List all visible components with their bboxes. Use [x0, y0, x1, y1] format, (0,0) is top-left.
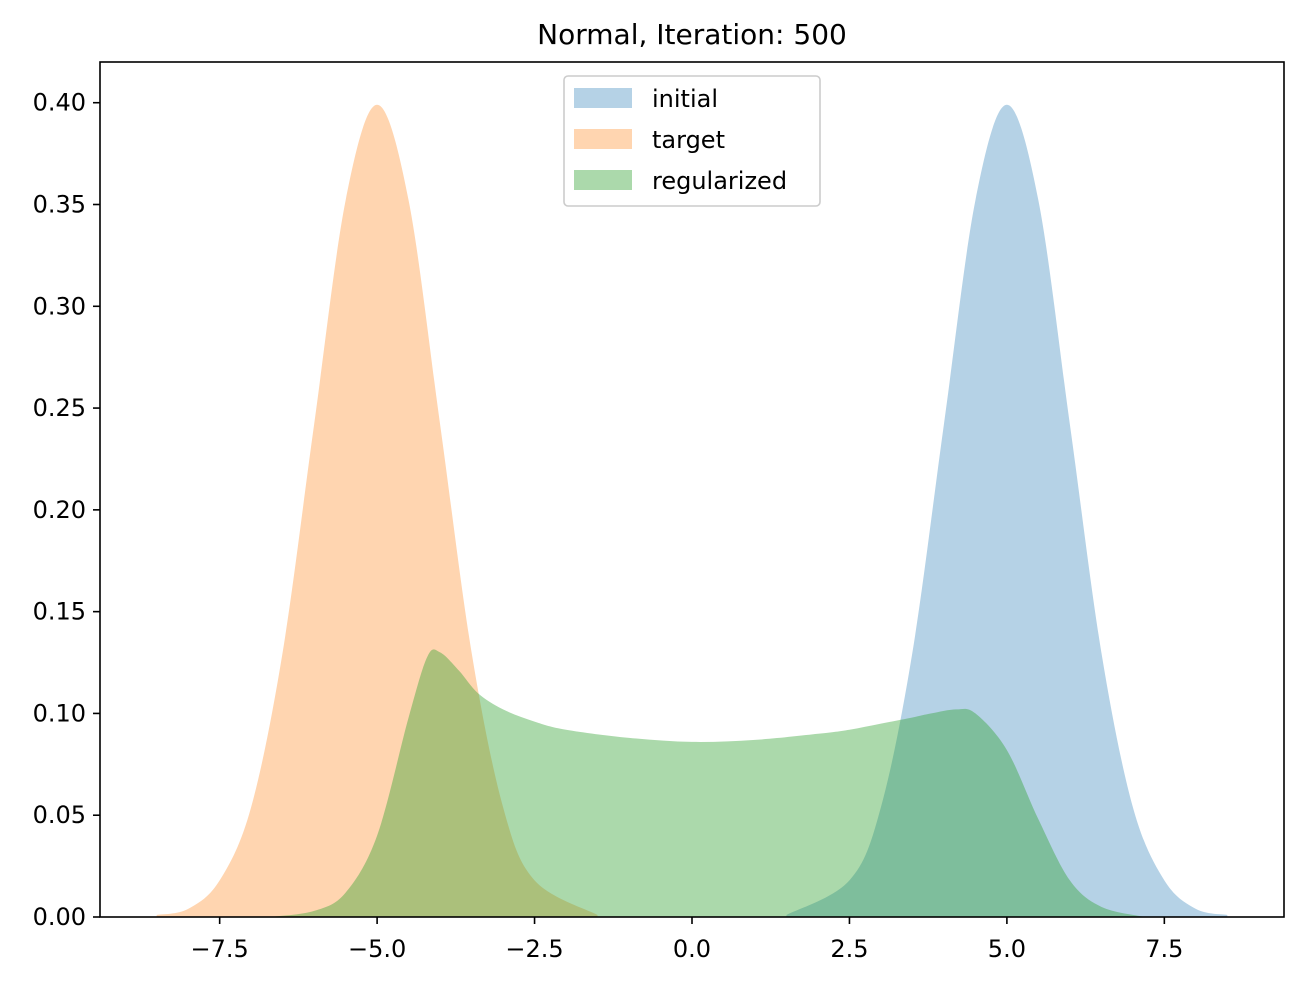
- x-tick-label: −7.5: [191, 935, 249, 963]
- legend: initial target regularized: [563, 75, 821, 207]
- legend-swatch-regularized: [574, 170, 632, 190]
- legend-swatch-target: [574, 129, 632, 149]
- x-axis-ticks: −7.5 −5.0 −2.5 0.0 2.5 5.0 7.5: [191, 917, 1183, 963]
- x-tick-label: −5.0: [348, 935, 406, 963]
- y-tick-label: 0.40: [33, 89, 86, 117]
- chart-title: Normal, Iteration: 500: [537, 18, 847, 51]
- series-areas: [156, 104, 1228, 917]
- y-tick-label: 0.35: [33, 191, 86, 219]
- legend-label-initial: initial: [652, 85, 718, 113]
- y-tick-label: 0.15: [33, 598, 86, 626]
- legend-label-target: target: [652, 126, 725, 154]
- area-target: [156, 104, 598, 917]
- area-regularized: [270, 649, 1146, 917]
- y-tick-label: 0.10: [33, 699, 86, 727]
- legend-label-regularized: regularized: [652, 167, 787, 195]
- x-tick-label: 2.5: [830, 935, 868, 963]
- x-tick-label: 7.5: [1145, 935, 1183, 963]
- x-tick-label: 0.0: [673, 935, 711, 963]
- plot-frame: [99, 61, 1285, 918]
- y-tick-label: 0.05: [33, 801, 86, 829]
- x-tick-label: 5.0: [988, 935, 1026, 963]
- y-tick-label: 0.00: [33, 903, 86, 931]
- area-initial: [786, 104, 1228, 917]
- legend-swatch-initial: [574, 88, 632, 108]
- x-tick-label: −2.5: [505, 935, 563, 963]
- y-tick-label: 0.30: [33, 292, 86, 320]
- y-tick-label: 0.25: [33, 394, 86, 422]
- y-axis-ticks: 0.00 0.05 0.10 0.15 0.20 0.25 0.30 0.35 0.40: [33, 89, 100, 931]
- y-tick-label: 0.20: [33, 496, 86, 524]
- legend-box: [563, 75, 821, 207]
